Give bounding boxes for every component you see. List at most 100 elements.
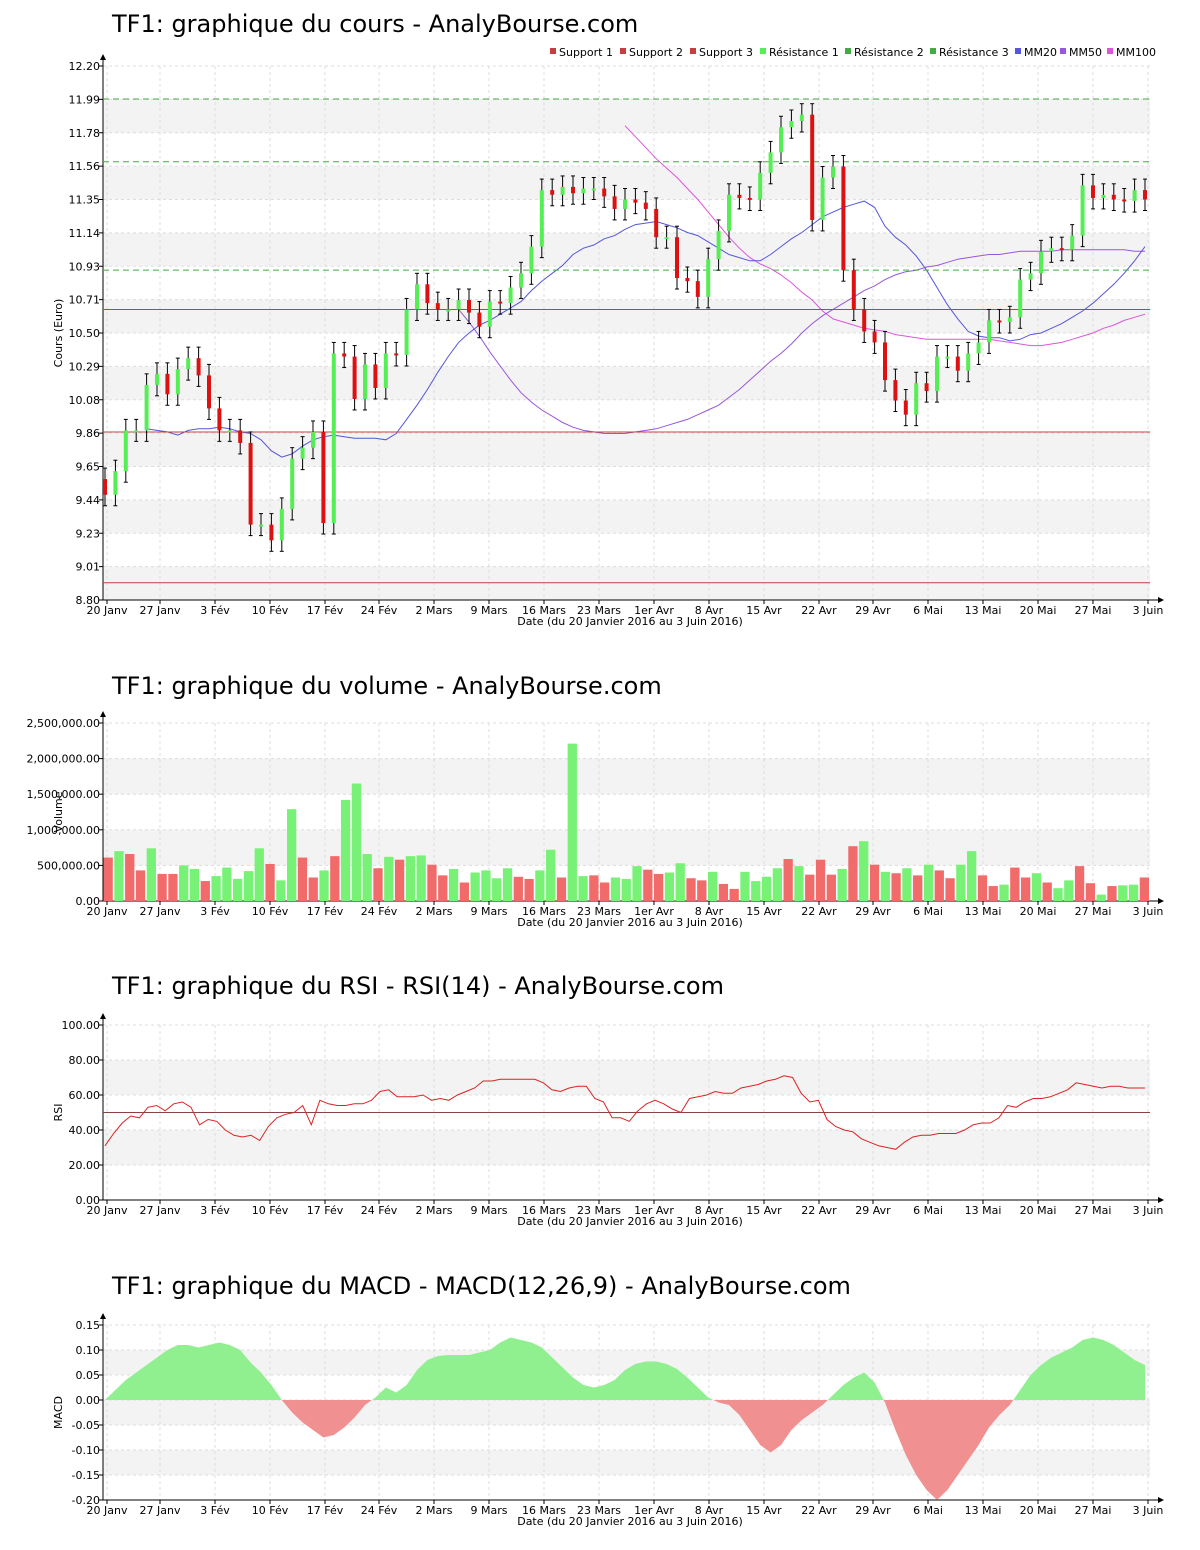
candle-body xyxy=(456,300,461,310)
x-tick-label: 9 Mars xyxy=(471,1504,508,1517)
legend-label: Résistance 1 xyxy=(769,46,839,59)
candle-body xyxy=(477,312,482,327)
candle-body xyxy=(623,199,627,209)
volume-bar xyxy=(319,870,329,901)
x-tick-label: 8 Avr xyxy=(695,905,724,918)
x-tick-label: 27 Janv xyxy=(140,905,181,918)
candle-body xyxy=(300,447,305,459)
x-tick-label: 17 Fév xyxy=(307,604,344,617)
candle-body xyxy=(1039,251,1043,274)
volume-bar xyxy=(1020,877,1031,901)
x-tick-label: 13 Mai xyxy=(965,604,1002,617)
candle-body xyxy=(581,188,586,194)
volume-bar xyxy=(751,881,761,901)
candle-body xyxy=(737,194,742,198)
candle-body xyxy=(643,202,648,209)
volume-bar xyxy=(697,880,707,901)
y-tick-label: 11.99 xyxy=(69,93,101,106)
chart-title: TF1: graphique du RSI - RSI(14) - AnalyB… xyxy=(112,972,724,1000)
x-tick-label: 29 Avr xyxy=(855,1204,891,1217)
candle-body xyxy=(394,353,399,356)
x-tick-label: 23 Mars xyxy=(577,1204,621,1217)
candle-body xyxy=(446,309,451,312)
y-tick-label: 500,000.00 xyxy=(37,859,100,872)
candle-body xyxy=(550,190,555,195)
x-tick-label: 1er Avr xyxy=(634,1204,674,1217)
macd-positive-area xyxy=(371,1337,714,1400)
macd-negative-area xyxy=(883,1400,1014,1500)
y-tick-label: 9.44 xyxy=(76,494,101,507)
volume-bar xyxy=(859,841,869,901)
grid-band xyxy=(103,232,1150,267)
volume-bar xyxy=(114,851,124,901)
x-tick-label: 23 Mars xyxy=(577,604,621,617)
candle-body xyxy=(758,172,763,200)
candle-body xyxy=(924,383,929,392)
chart-title: TF1: graphique du MACD - MACD(12,26,9) -… xyxy=(112,1272,851,1300)
x-tick-label: 20 Janv xyxy=(87,1504,128,1517)
volume-bar xyxy=(977,875,988,901)
volume-bar xyxy=(157,873,167,901)
volume-bar xyxy=(988,886,998,901)
candle-body xyxy=(945,356,950,359)
legend-label: Support 3 xyxy=(699,46,753,59)
candle-body xyxy=(695,281,700,297)
y-tick-label: 100.00 xyxy=(62,1019,101,1032)
x-tick-label: 27 Mai xyxy=(1075,604,1112,617)
x-tick-label: 20 Janv xyxy=(87,905,128,918)
x-tick-label: 3 Fév xyxy=(200,1504,230,1517)
y-tick-label: 11.35 xyxy=(69,194,101,207)
volume-bar xyxy=(1096,894,1106,901)
macd-positive-area xyxy=(1013,1337,1145,1400)
x-tick-label: 15 Avr xyxy=(746,1204,782,1217)
y-tick-label: 1,500,000.00 xyxy=(27,788,100,801)
grid-band xyxy=(103,499,1150,534)
y-tick-label: 2,500,000.00 xyxy=(27,717,100,730)
x-tick-label: 3 Juin xyxy=(1133,905,1164,918)
y-tick-label: 0.00 xyxy=(76,1194,101,1207)
x-tick-label: 29 Avr xyxy=(855,1504,891,1517)
grid-band xyxy=(103,566,1150,600)
y-tick-label: 11.78 xyxy=(69,127,101,140)
x-axis-label: Date (du 20 Janvier 2016 au 3 Juin 2016) xyxy=(517,1515,743,1528)
legend-swatch xyxy=(620,48,626,54)
candle-body xyxy=(165,373,170,395)
y-tick-label: 9.86 xyxy=(76,427,101,440)
candle-body xyxy=(1059,248,1064,251)
candle-body xyxy=(311,431,315,448)
legend-label: Résistance 2 xyxy=(854,46,924,59)
macd-positive-area xyxy=(105,1342,282,1400)
x-tick-label: 17 Fév xyxy=(307,1204,344,1217)
macd-chart-svg: -0.20 -0.15 -0.10 -0.05 0.00 0.05 0.10 0.15 20 J… xyxy=(52,1313,1164,1528)
price-chart-svg: 8.80 9.01 9.23 9.44 9.65 9.86 10.08 10.29 10.50 1… xyxy=(52,46,1164,628)
x-tick-label: 20 Mai xyxy=(1020,1504,1057,1517)
volume-bar xyxy=(1085,883,1096,901)
y-tick-label: -0.05 xyxy=(72,1419,100,1432)
volume-bar xyxy=(686,878,696,901)
volume-bar xyxy=(1031,873,1042,901)
x-tick-label: 17 Fév xyxy=(307,1504,344,1517)
volume-bar xyxy=(416,855,426,901)
x-axis-label: Date (du 20 Janvier 2016 au 3 Juin 2016) xyxy=(517,615,743,628)
volume-bar xyxy=(405,856,416,901)
candle-body xyxy=(716,230,721,260)
candle-body xyxy=(1143,190,1147,200)
volume-bar xyxy=(718,883,729,901)
x-axis-arrow xyxy=(1158,898,1164,904)
x-tick-label: 23 Mars xyxy=(577,905,621,918)
candle-body xyxy=(196,358,201,376)
volume-bar xyxy=(373,868,383,901)
x-tick-label: 16 Mars xyxy=(522,1204,566,1217)
y-tick-label: 11.56 xyxy=(69,160,101,173)
volume-bar xyxy=(675,863,685,901)
candle-body xyxy=(259,524,263,527)
volume-bar xyxy=(222,867,232,901)
y-tick-label: 12.20 xyxy=(69,60,101,73)
rsi-chart-svg: 0.00 20.00 40.00 60.00 80.00 100.00 20 Janv 27 … xyxy=(52,1013,1164,1228)
volume-bar xyxy=(179,865,189,901)
candle-body xyxy=(914,383,919,415)
candle-body xyxy=(612,196,617,209)
candle-body xyxy=(134,430,139,433)
legend-label: MM100 xyxy=(1116,46,1156,59)
volume-bar xyxy=(761,876,772,901)
